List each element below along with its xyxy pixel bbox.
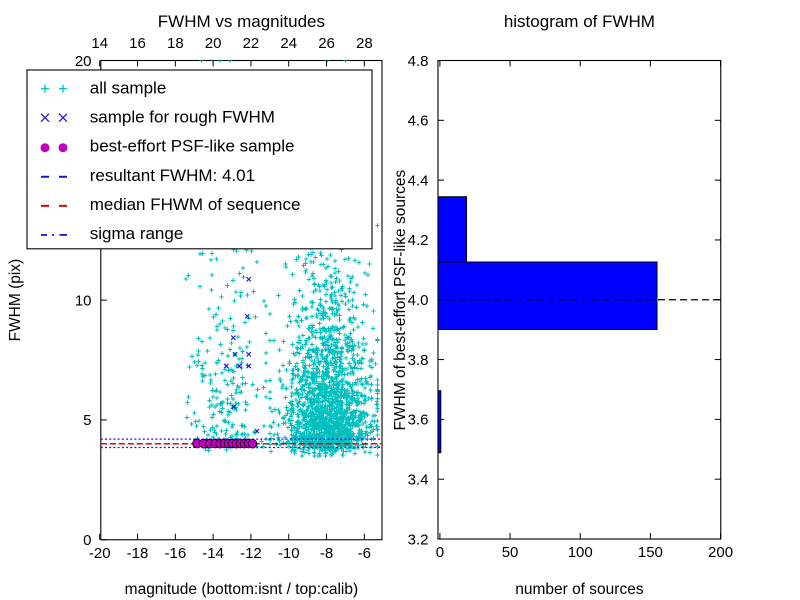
svg-text:20: 20 bbox=[205, 35, 222, 52]
svg-text:26: 26 bbox=[318, 35, 335, 52]
svg-text:4.0: 4.0 bbox=[408, 292, 429, 309]
svg-text:sample for rough FWHM: sample for rough FWHM bbox=[90, 108, 275, 127]
svg-text:4.8: 4.8 bbox=[408, 53, 429, 70]
svg-text:-14: -14 bbox=[202, 545, 224, 562]
svg-text:200: 200 bbox=[708, 544, 733, 561]
svg-text:median FHWM of sequence: median FHWM of sequence bbox=[90, 195, 301, 214]
svg-text:20: 20 bbox=[75, 53, 92, 70]
svg-text:4.6: 4.6 bbox=[408, 113, 429, 130]
svg-text:-16: -16 bbox=[164, 545, 186, 562]
svg-text:FWHM (pix): FWHM (pix) bbox=[7, 259, 24, 342]
svg-text:0: 0 bbox=[83, 532, 91, 549]
svg-text:10: 10 bbox=[75, 292, 92, 309]
svg-text:28: 28 bbox=[356, 35, 373, 52]
svg-text:-8: -8 bbox=[320, 545, 333, 562]
svg-text:resultant FWHM: 4.01: resultant FWHM: 4.01 bbox=[90, 166, 255, 185]
svg-text:best-effort PSF-like sample: best-effort PSF-like sample bbox=[90, 137, 295, 156]
svg-text:14: 14 bbox=[91, 35, 108, 52]
svg-text:-6: -6 bbox=[358, 545, 371, 562]
svg-text:3.8: 3.8 bbox=[408, 352, 429, 369]
svg-text:FWHM vs magnitudes: FWHM vs magnitudes bbox=[158, 12, 325, 31]
svg-text:150: 150 bbox=[638, 544, 663, 561]
svg-text:4.2: 4.2 bbox=[408, 232, 429, 249]
svg-text:4.4: 4.4 bbox=[408, 172, 429, 189]
svg-text:3.6: 3.6 bbox=[408, 412, 429, 429]
svg-text:number of sources: number of sources bbox=[515, 581, 644, 598]
svg-text:18: 18 bbox=[167, 35, 184, 52]
svg-text:22: 22 bbox=[243, 35, 260, 52]
svg-text:50: 50 bbox=[502, 544, 519, 561]
svg-text:-20: -20 bbox=[89, 545, 111, 562]
svg-text:3.4: 3.4 bbox=[408, 471, 429, 488]
svg-text:24: 24 bbox=[280, 35, 297, 52]
svg-text:-10: -10 bbox=[278, 545, 300, 562]
svg-text:sigma range: sigma range bbox=[90, 224, 184, 243]
svg-text:all sample: all sample bbox=[90, 79, 167, 98]
svg-text:100: 100 bbox=[568, 544, 593, 561]
svg-text:magnitude (bottom:isnt / top:c: magnitude (bottom:isnt / top:calib) bbox=[125, 581, 358, 598]
svg-text:16: 16 bbox=[129, 35, 146, 52]
svg-text:-18: -18 bbox=[127, 545, 149, 562]
svg-text:0: 0 bbox=[436, 544, 444, 561]
svg-text:FWHM of best-effort PSF-like s: FWHM of best-effort PSF-like sources bbox=[392, 170, 409, 431]
svg-text:5: 5 bbox=[83, 412, 91, 429]
svg-text:-12: -12 bbox=[240, 545, 262, 562]
svg-text:histogram of FWHM: histogram of FWHM bbox=[504, 12, 655, 31]
svg-text:3.2: 3.2 bbox=[408, 531, 429, 548]
